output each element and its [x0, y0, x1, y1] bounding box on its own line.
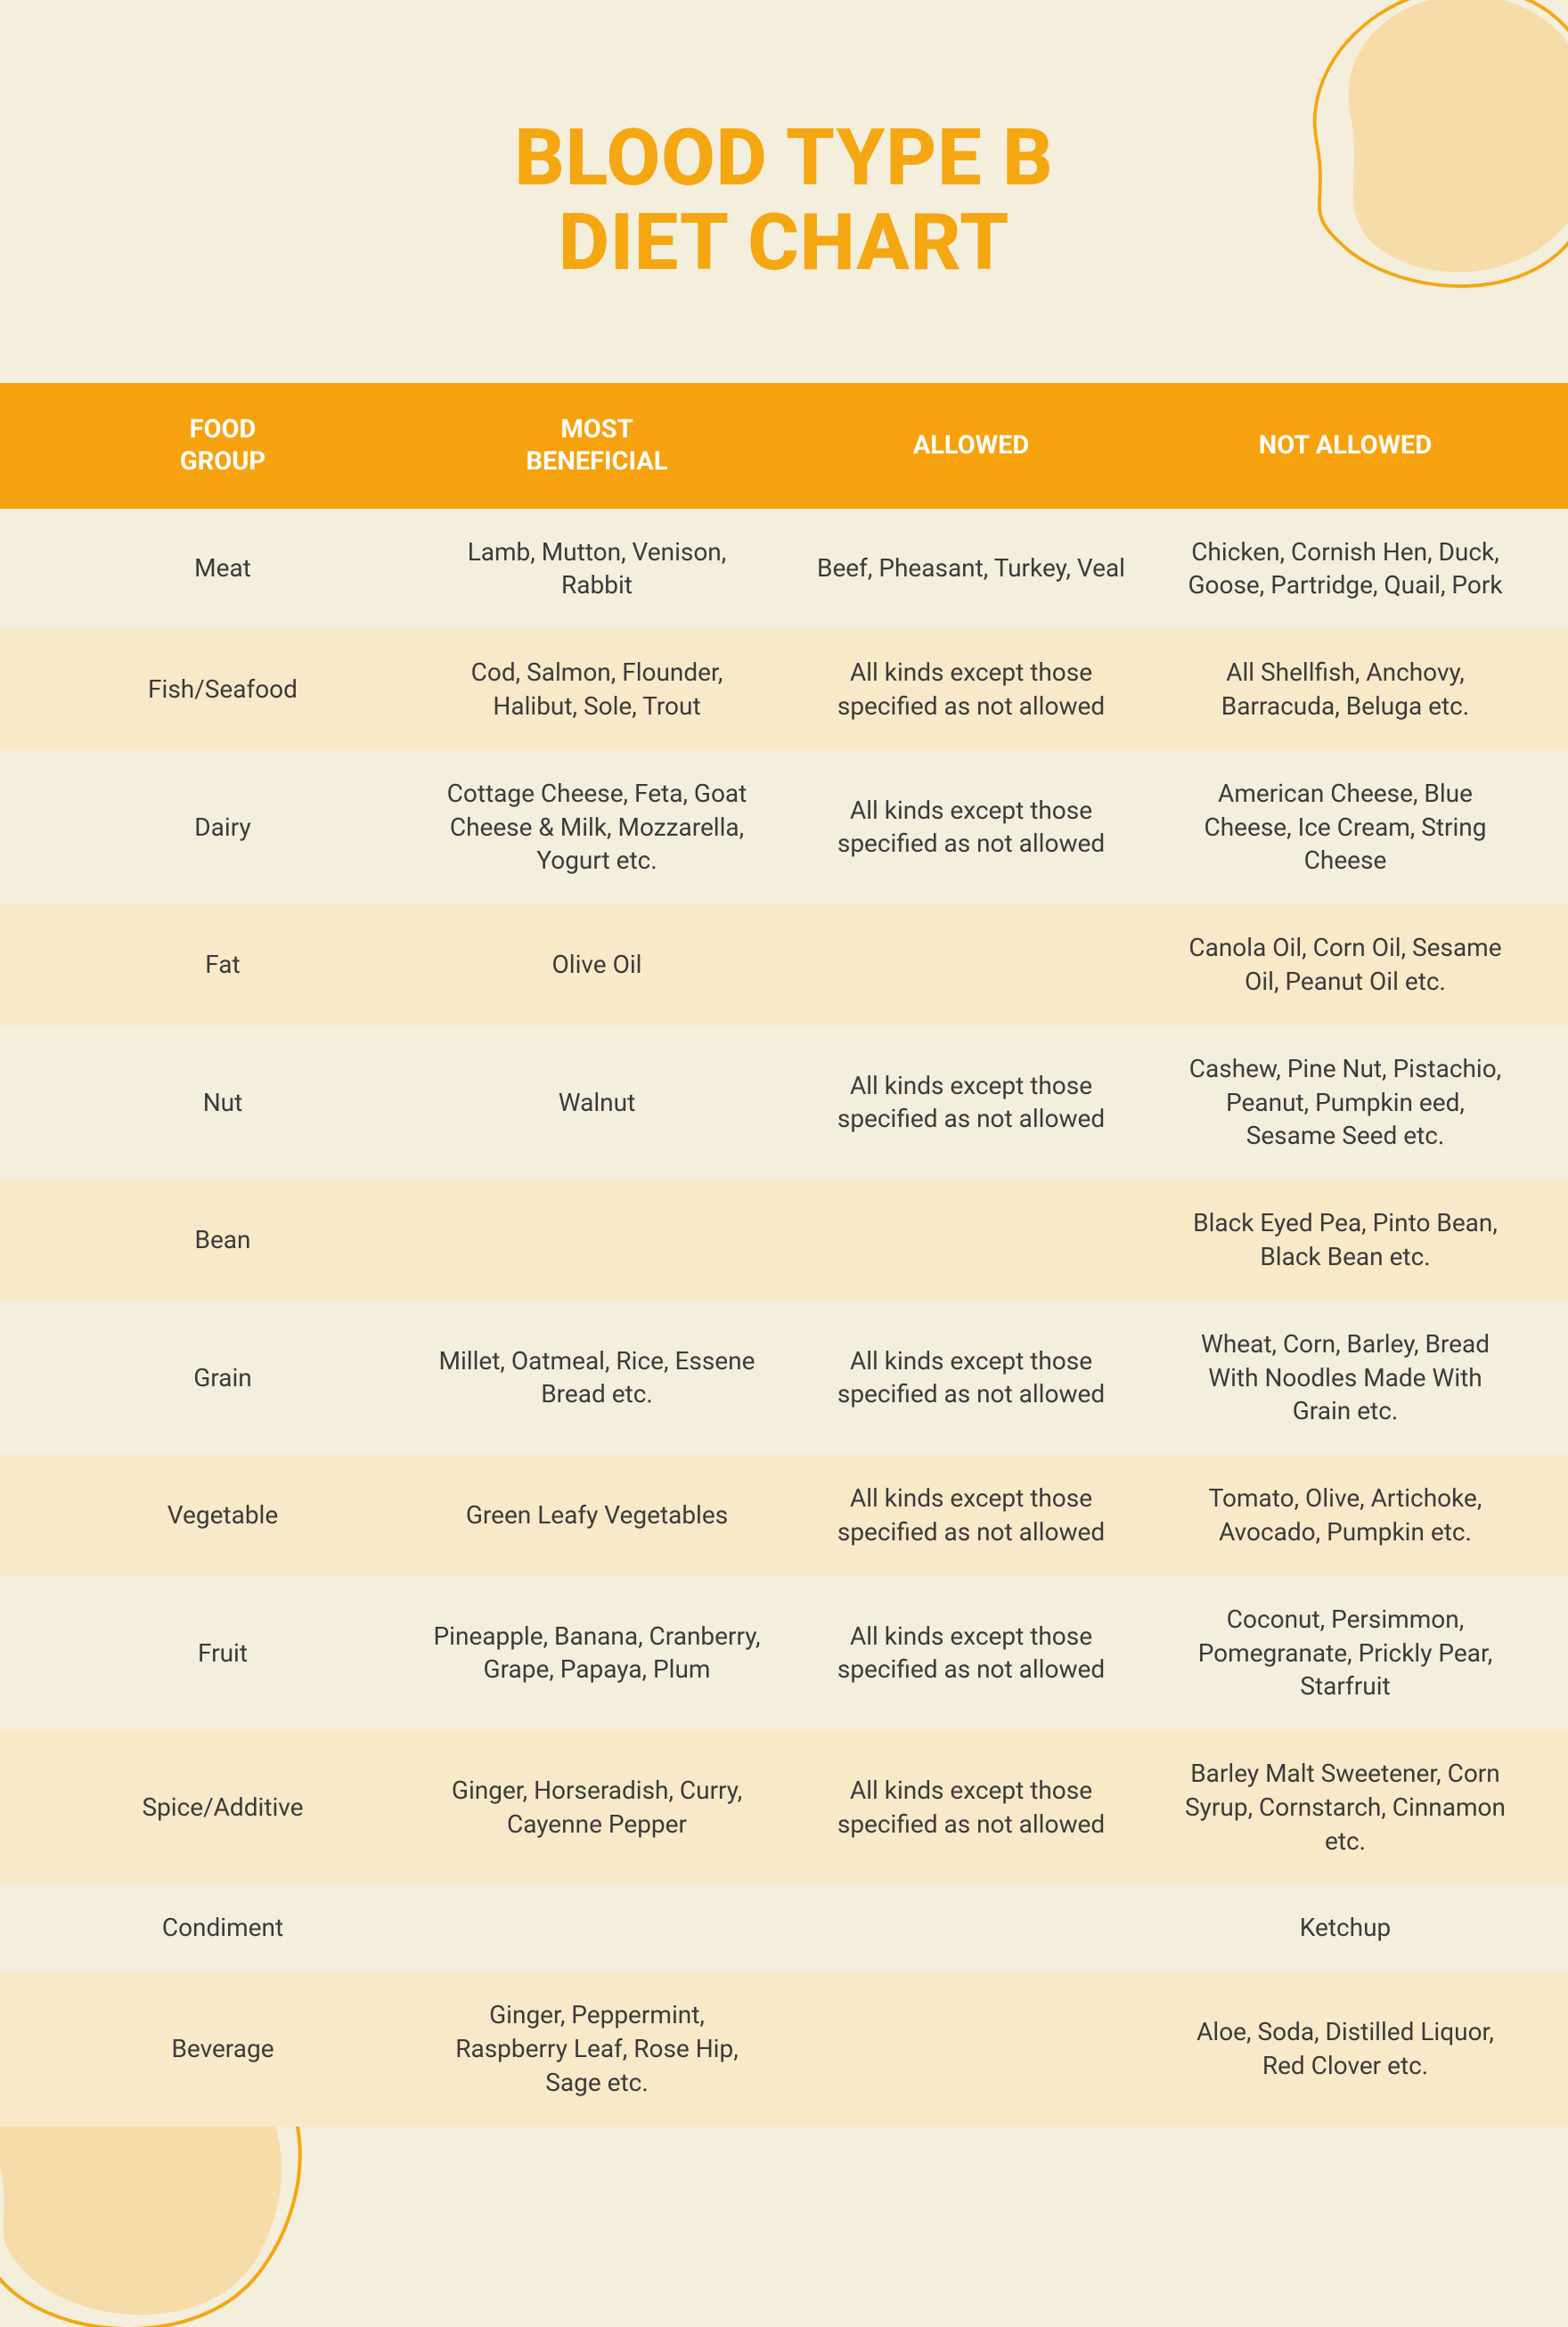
cell-not-allowed: Ketchup: [1158, 1884, 1532, 1972]
table-row: GrainMillet, Oatmeal, Rice, Essene Bread…: [0, 1301, 1568, 1455]
cell-allowed: All kinds except those specified as not …: [784, 1455, 1158, 1576]
cell-food-group: Dairy: [36, 784, 410, 871]
cell-most-beneficial: Millet, Oatmeal, Rice, Essene Bread etc.: [410, 1318, 784, 1439]
cell-allowed: All kinds except those specified as not …: [784, 1593, 1158, 1714]
cell-most-beneficial: Olive Oil: [410, 921, 784, 1008]
cell-most-beneficial: Pineapple, Banana, Cranberry, Grape, Pap…: [410, 1593, 784, 1714]
cell-food-group: Fruit: [36, 1610, 410, 1697]
th-not-allowed: NOT ALLOWED: [1158, 399, 1532, 492]
page-title: BLOOD TYPE B DIET CHART: [0, 116, 1568, 285]
th-food-group: FOODGROUP: [36, 383, 410, 509]
cell-food-group: Condiment: [36, 1884, 410, 1972]
cell-most-beneficial: [410, 1213, 784, 1267]
cell-food-group: Nut: [36, 1059, 410, 1147]
cell-food-group: Spice/Additive: [36, 1764, 410, 1851]
cell-not-allowed: Aloe, Soda, Distilled Liquor, Red Clover…: [1158, 1988, 1532, 2110]
cell-allowed: [784, 1213, 1158, 1267]
cell-most-beneficial: Cod, Salmon, Flounder, Halibut, Sole, Tr…: [410, 629, 784, 750]
title-container: BLOOD TYPE B DIET CHART: [0, 0, 1568, 383]
cell-most-beneficial: Cottage Cheese, Feta, Goat Cheese & Milk…: [410, 750, 784, 904]
table-body: MeatLamb, Mutton, Venison, RabbitBeef, P…: [0, 509, 1568, 2127]
cell-not-allowed: Chicken, Cornish Hen, Duck, Goose, Partr…: [1158, 509, 1532, 630]
cell-allowed: [784, 1901, 1158, 1955]
cell-allowed: Beef, Pheasant, Turkey, Veal: [784, 525, 1158, 612]
cell-not-allowed: Cashew, Pine Nut, Pistachio, Peanut, Pum…: [1158, 1025, 1532, 1180]
cell-allowed: All kinds except those specified as not …: [784, 1318, 1158, 1439]
cell-allowed: All kinds except those specified as not …: [784, 629, 1158, 750]
cell-food-group: Fish/Seafood: [36, 646, 410, 733]
table-row: Bean Black Eyed Pea, Pinto Bean, Black Be…: [0, 1180, 1568, 1301]
cell-not-allowed: Wheat, Corn, Barley, Bread With Noodles …: [1158, 1301, 1532, 1455]
cell-food-group: Meat: [36, 525, 410, 612]
cell-most-beneficial: [410, 1901, 784, 1955]
title-line-1: BLOOD TYPE B: [0, 116, 1568, 200]
cell-not-allowed: Tomato, Olive, Artichoke, Avocado, Pumpk…: [1158, 1455, 1532, 1576]
cell-food-group: Vegetable: [36, 1472, 410, 1559]
table-row: FruitPineapple, Banana, Cranberry, Grape…: [0, 1576, 1568, 1730]
table-row: MeatLamb, Mutton, Venison, RabbitBeef, P…: [0, 509, 1568, 630]
page: BLOOD TYPE B DIET CHART FOODGROUP MOSTBE…: [0, 0, 1568, 2211]
th-most-beneficial: MOSTBENEFICIAL: [410, 383, 784, 509]
table-row: FatOlive Oil Canola Oil, Corn Oil, Sesame…: [0, 904, 1568, 1025]
table-row: DairyCottage Cheese, Feta, Goat Cheese &…: [0, 750, 1568, 904]
cell-allowed: [784, 938, 1158, 992]
th-allowed: ALLOWED: [784, 399, 1158, 492]
cell-not-allowed: American Cheese, Blue Cheese, Ice Cream,…: [1158, 750, 1532, 904]
cell-allowed: [784, 2022, 1158, 2076]
table-row: Condiment Ketchup: [0, 1884, 1568, 1972]
table-row: NutWalnutAll kinds except those specifie…: [0, 1025, 1568, 1180]
cell-food-group: Bean: [36, 1196, 410, 1284]
table-header: FOODGROUP MOSTBENEFICIAL ALLOWED NOT ALL…: [0, 383, 1568, 509]
diet-table: FOODGROUP MOSTBENEFICIAL ALLOWED NOT ALL…: [0, 383, 1568, 2127]
cell-most-beneficial: Green Leafy Vegetables: [410, 1472, 784, 1559]
table-row: VegetableGreen Leafy VegetablesAll kinds…: [0, 1455, 1568, 1576]
cell-most-beneficial: Ginger, Horseradish, Curry, Cayenne Pepp…: [410, 1747, 784, 1868]
cell-most-beneficial: Ginger, Peppermint, Raspberry Leaf, Rose…: [410, 1972, 784, 2126]
title-line-2: DIET CHART: [0, 200, 1568, 285]
cell-not-allowed: Coconut, Persimmon, Pomegranate, Prickly…: [1158, 1576, 1532, 1730]
table-row: BeverageGinger, Peppermint, Raspberry Le…: [0, 1972, 1568, 2126]
cell-food-group: Fat: [36, 921, 410, 1008]
cell-most-beneficial: Lamb, Mutton, Venison, Rabbit: [410, 509, 784, 630]
cell-not-allowed: Canola Oil, Corn Oil, Sesame Oil, Peanut…: [1158, 904, 1532, 1025]
cell-allowed: All kinds except those specified as not …: [784, 1042, 1158, 1164]
cell-not-allowed: Barley Malt Sweetener, Corn Syrup, Corns…: [1158, 1730, 1532, 1884]
cell-allowed: All kinds except those specified as not …: [784, 767, 1158, 888]
table-row: Spice/AdditiveGinger, Horseradish, Curry…: [0, 1730, 1568, 1884]
cell-most-beneficial: Walnut: [410, 1059, 784, 1147]
cell-not-allowed: Black Eyed Pea, Pinto Bean, Black Bean e…: [1158, 1180, 1532, 1301]
cell-food-group: Beverage: [36, 2005, 410, 2093]
table-row: Fish/SeafoodCod, Salmon, Flounder, Halib…: [0, 629, 1568, 750]
cell-not-allowed: All Shellfish, Anchovy, Barracuda, Belug…: [1158, 629, 1532, 750]
cell-allowed: All kinds except those specified as not …: [784, 1747, 1158, 1868]
cell-food-group: Grain: [36, 1335, 410, 1422]
